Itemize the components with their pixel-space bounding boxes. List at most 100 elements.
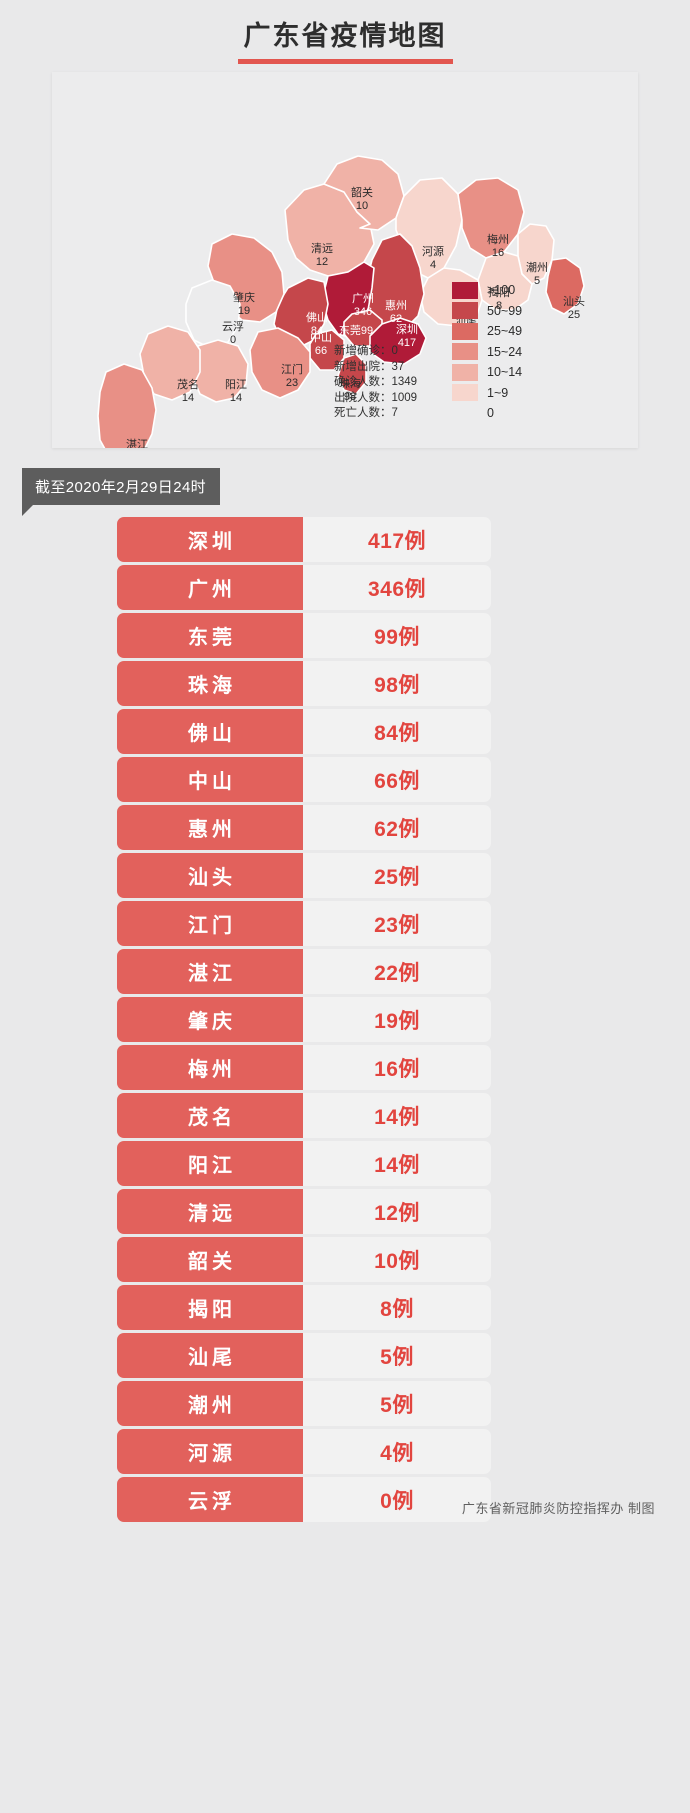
table-cell-city: 肇庆 [117,997,303,1042]
table-row: 佛山 84例 [117,709,491,754]
table-cell-city: 茂名 [117,1093,303,1138]
region-zhongshan [309,329,345,371]
table-row: 汕尾 5例 [117,1333,491,1378]
legend-label: 10~14 [487,365,523,380]
table-cell-value: 0例 [303,1477,491,1522]
table-cell-value: 8例 [303,1285,491,1330]
guangdong-choropleth-map [97,155,585,448]
table-cell-city: 佛山 [117,709,303,754]
legend-swatch [452,343,478,361]
title-area: 广东省疫情地图 [0,0,690,64]
legend-swatch [452,281,478,299]
table-row: 东莞 99例 [117,613,491,658]
table-row: 汕头 25例 [117,853,491,898]
table-cell-value: 5例 [303,1333,491,1378]
table-cell-city: 河源 [117,1429,303,1474]
table-cell-city: 惠州 [117,805,303,850]
table-cell-value: 16例 [303,1045,491,1090]
stat-total-confirmed: 确诊人数：1349 [334,376,418,388]
table-cell-city: 中山 [117,757,303,802]
table-cell-city: 揭阳 [117,1285,303,1330]
table-cell-city: 深圳 [117,517,303,562]
table-cell-value: 25例 [303,853,491,898]
table-cell-city: 清远 [117,1189,303,1234]
legend-label: 25~49 [487,324,523,339]
table-cell-value: 5例 [303,1381,491,1426]
legend-label: 0 [487,406,494,421]
table-cell-value: 98例 [303,661,491,706]
legend-swatch [452,363,478,381]
table-cell-value: 4例 [303,1429,491,1474]
legend-swatch [452,404,478,422]
table-cell-value: 10例 [303,1237,491,1282]
region-zhuhai [337,353,367,395]
page-title: 广东省疫情地图 [237,14,453,64]
region-yunfu [185,279,241,349]
table-row: 深圳 417例 [117,517,491,562]
table-row: 中山 66例 [117,757,491,802]
map-legend: >100 50~99 25~49 15~24 10~14 1~9 [452,280,522,424]
legend-item: 1~9 [452,383,522,404]
table-row: 珠海 98例 [117,661,491,706]
legend-label: 1~9 [487,385,509,400]
table-cell-value: 417例 [303,517,491,562]
table-row: 潮州 5例 [117,1381,491,1426]
table-row: 惠州 62例 [117,805,491,850]
table-cell-city: 潮州 [117,1381,303,1426]
legend-label: 50~99 [487,303,523,318]
table-cell-city: 汕头 [117,853,303,898]
city-case-table: 深圳 417例 广州 346例 东莞 99例 珠海 98例 佛山 84例 中山 66例 惠州 62例 汕头 2… [117,517,491,1525]
region-shenzhen [369,317,427,365]
table-cell-city: 汕尾 [117,1333,303,1378]
table-cell-value: 346例 [303,565,491,610]
region-shantou [545,257,585,315]
table-cell-city: 云浮 [117,1477,303,1522]
legend-item: >100 [452,280,522,301]
legend-item: 0 [452,403,522,424]
stat-new-confirmed: 新增确诊：0 [334,345,398,357]
table-cell-city: 江门 [117,901,303,946]
table-row: 梅州 16例 [117,1045,491,1090]
table-row: 韶关 10例 [117,1237,491,1282]
table-cell-city: 梅州 [117,1045,303,1090]
table-cell-value: 22例 [303,949,491,994]
region-maoming [139,325,201,401]
table-row: 湛江 22例 [117,949,491,994]
date-banner: 截至2020年2月29日24时 [22,468,221,516]
table-cell-value: 14例 [303,1093,491,1138]
table-row: 揭阳 8例 [117,1285,491,1330]
legend-item: 10~14 [452,362,522,383]
source-credit: 广东省新冠肺炎防控指挥办 制图 [461,1501,655,1516]
stat-new-discharged: 新增出院：37 [334,360,405,373]
legend-item: 50~99 [452,301,522,322]
stat-total-discharged: 出院人数：1009 [334,391,418,404]
table-row: 云浮 0例 [117,1477,491,1522]
table-cell-city: 湛江 [117,949,303,994]
table-cell-value: 23例 [303,901,491,946]
region-zhanjiang [97,363,157,448]
legend-swatch [452,302,478,320]
legend-swatch [452,322,478,340]
table-cell-value: 66例 [303,757,491,802]
table-row: 肇庆 19例 [117,997,491,1042]
table-cell-city: 广州 [117,565,303,610]
table-cell-value: 99例 [303,613,491,658]
stat-total-deaths: 死亡人数：7 [334,407,398,419]
table-cell-value: 62例 [303,805,491,850]
legend-swatch [452,384,478,402]
legend-label: >100 [487,283,516,298]
table-row: 茂名 14例 [117,1093,491,1138]
table-cell-value: 84例 [303,709,491,754]
table-cell-city: 东莞 [117,613,303,658]
region-meizhou [457,177,525,259]
table-cell-city: 珠海 [117,661,303,706]
region-jiangmen [249,327,311,399]
table-cell-value: 12例 [303,1189,491,1234]
table-row: 河源 4例 [117,1429,491,1474]
table-cell-value: 19例 [303,997,491,1042]
table-cell-city: 阳江 [117,1141,303,1186]
banner-tail-shape [22,505,33,516]
table-row: 江门 23例 [117,901,491,946]
date-banner-text: 截至2020年2月29日24时 [22,468,221,505]
